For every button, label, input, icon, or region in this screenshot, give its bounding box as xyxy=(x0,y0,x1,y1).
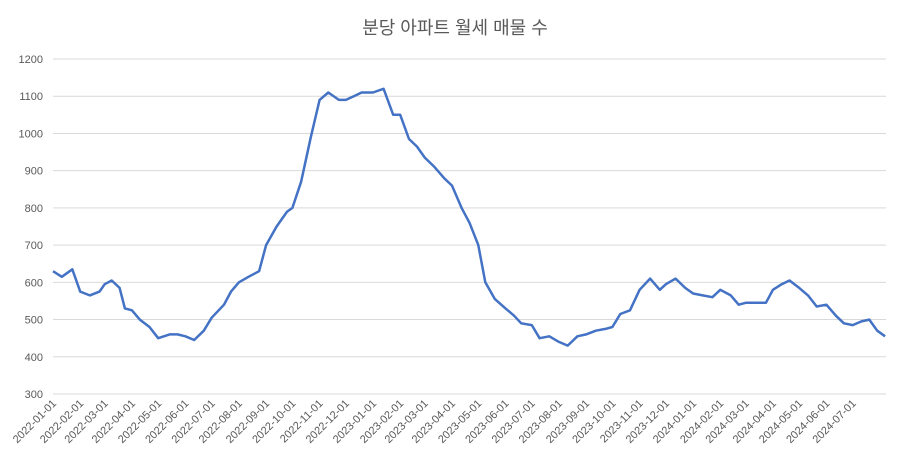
y-tick-label: 1200 xyxy=(19,54,43,66)
y-tick-label: 1000 xyxy=(19,128,43,140)
y-tick-label: 800 xyxy=(25,203,43,215)
y-tick-label: 900 xyxy=(25,166,43,178)
chart-title: 분당 아파트 월세 매물 수 xyxy=(362,18,548,38)
y-tick-label: 600 xyxy=(25,277,43,289)
y-tick-label: 500 xyxy=(25,315,43,327)
y-tick-label: 700 xyxy=(25,240,43,252)
y-tick-label: 1100 xyxy=(19,91,43,103)
data-line xyxy=(52,87,886,347)
y-tick-label: 400 xyxy=(25,352,43,364)
y-tick-label: 300 xyxy=(25,389,43,401)
